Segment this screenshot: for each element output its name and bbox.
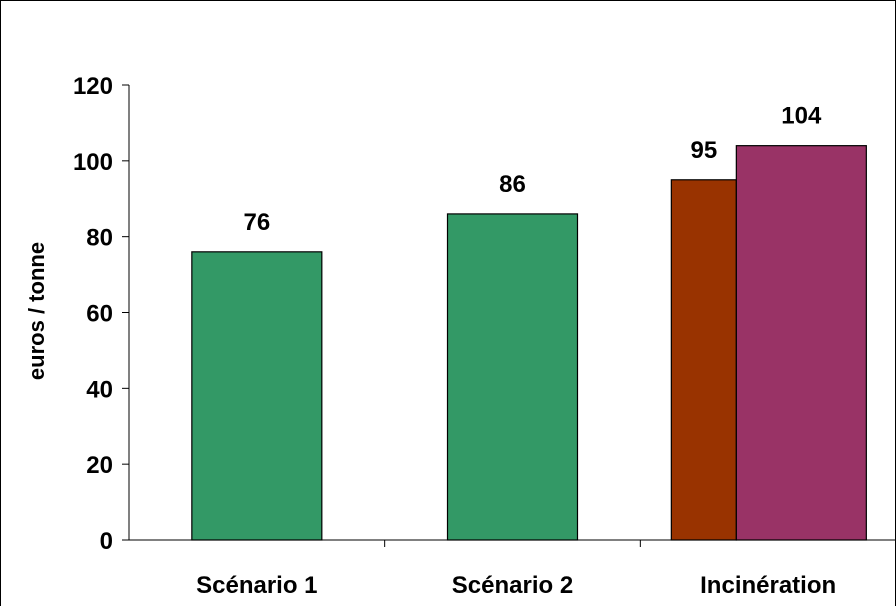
labels-layer: 0 20 40 60 80 100 120 Scénario 1 Scénario 2 Incin… xyxy=(73,73,836,599)
y-tick-label: 0 xyxy=(100,528,113,555)
axes-layer xyxy=(122,84,896,547)
bar xyxy=(446,213,579,541)
x-category-label: Scénario 1 xyxy=(196,572,317,599)
y-tick-label: 60 xyxy=(86,301,113,328)
y-axis-title: euros / tonne xyxy=(24,242,49,380)
bar xyxy=(670,179,737,541)
x-category-label: Scénario 2 xyxy=(452,572,573,599)
y-tick-label: 40 xyxy=(86,376,113,403)
y-tick-label: 100 xyxy=(73,149,113,176)
bar xyxy=(735,145,867,541)
x-category-label: Incinération xyxy=(700,572,836,599)
bars-layer xyxy=(191,145,867,541)
y-tick-label: 120 xyxy=(73,73,113,100)
data-label: 95 xyxy=(690,137,717,164)
y-tick-label: 80 xyxy=(86,225,113,252)
data-label: 86 xyxy=(499,171,526,198)
bar xyxy=(191,251,323,541)
y-tick-label: 20 xyxy=(86,452,113,479)
data-label: 76 xyxy=(243,209,270,236)
data-label: 104 xyxy=(781,103,822,130)
